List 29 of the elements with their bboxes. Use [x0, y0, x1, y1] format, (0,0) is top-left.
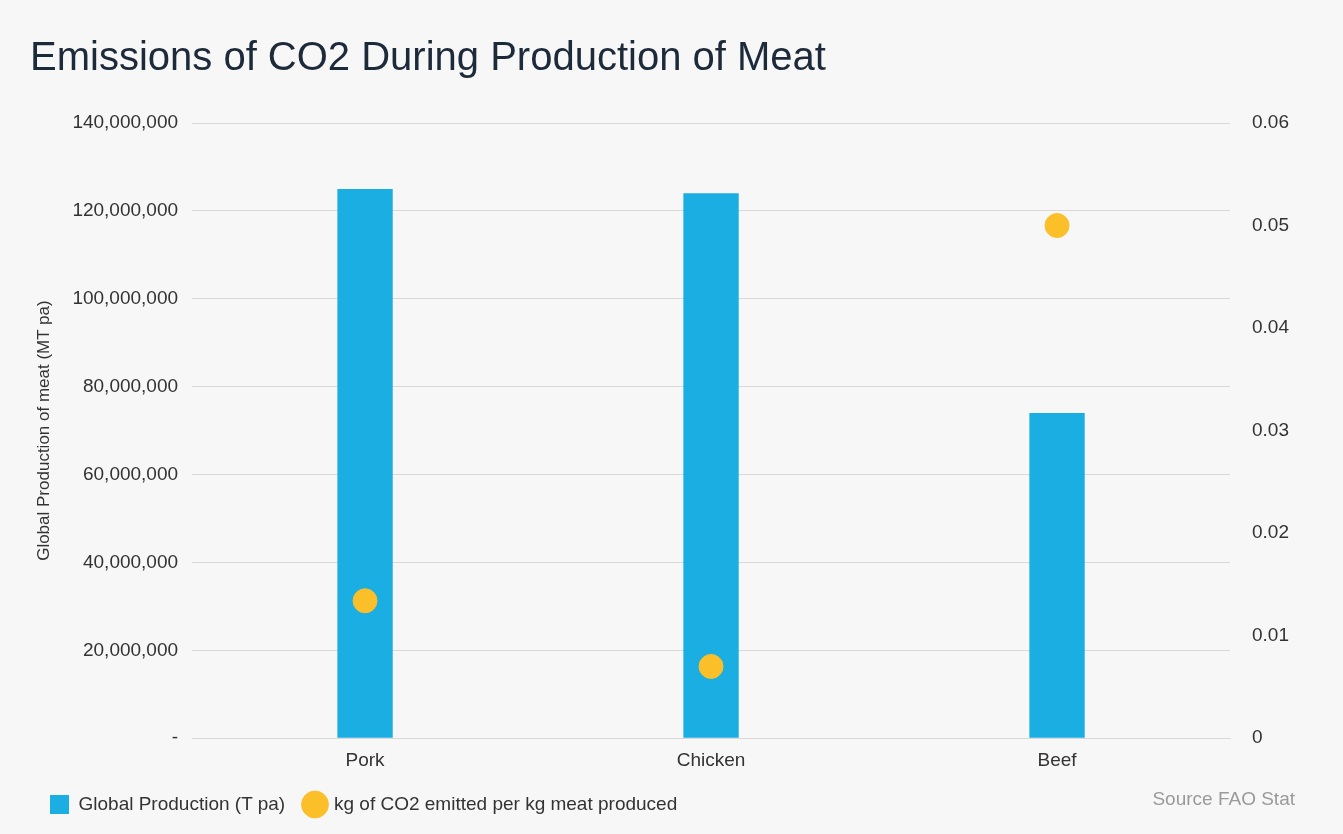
y2-tick-label: 0.04: [1252, 316, 1290, 338]
x-tick-label: Beef: [1037, 748, 1078, 770]
point: [1044, 213, 1070, 239]
y2-tick-label: 0.01: [1252, 623, 1289, 645]
y-axis-title: Global Production of meat (MT pa): [33, 300, 53, 561]
legend-label: kg of CO2 emitted per kg meat produced: [333, 792, 678, 814]
y-tick-label: 20,000,000: [82, 638, 179, 660]
chart-title: Emissions of CO2 During Production of Meat: [30, 34, 826, 79]
y-tick-label: 140,000,000: [72, 111, 179, 133]
y-tick-label: 120,000,000: [72, 199, 179, 221]
source-note: Source FAO Stat: [1152, 787, 1296, 809]
y-tick-label: 100,000,000: [72, 287, 179, 309]
bar: [683, 193, 739, 738]
y2-tick-label: 0.02: [1252, 521, 1289, 543]
y-tick-label: -: [171, 726, 179, 748]
point: [698, 653, 724, 679]
y-tick-label: 80,000,000: [82, 374, 179, 396]
legend-label: Global Production (T pa): [78, 792, 286, 814]
bar: [337, 188, 393, 738]
y2-tick-label: 0: [1252, 726, 1263, 748]
x-tick-label: Pork: [345, 748, 386, 770]
bar: [1029, 413, 1085, 738]
y2-tick-label: 0.03: [1252, 418, 1289, 440]
point: [352, 588, 378, 614]
x-tick-label: Chicken: [676, 748, 746, 770]
y-tick-label: 60,000,000: [82, 462, 179, 484]
y2-tick-label: 0.05: [1252, 213, 1289, 235]
y2-tick-label: 0.06: [1252, 111, 1289, 133]
y-tick-label: 40,000,000: [82, 550, 179, 572]
